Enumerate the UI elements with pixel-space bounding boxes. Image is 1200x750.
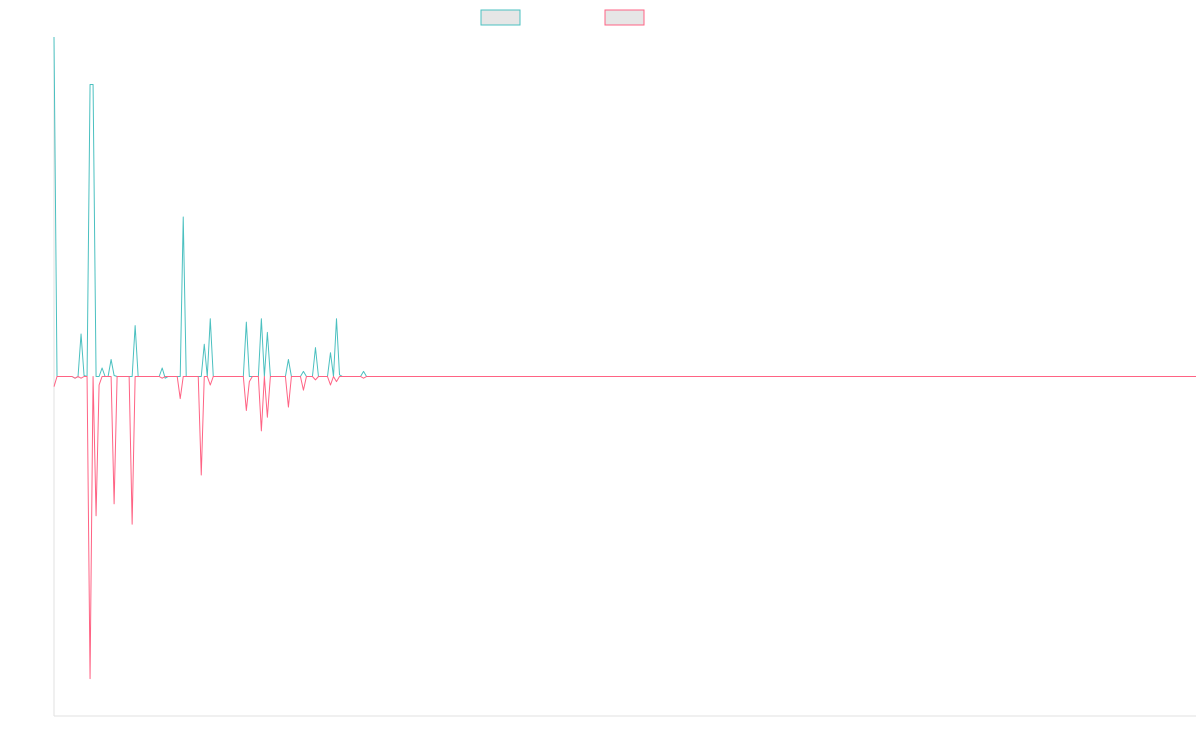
series-line-1[interactable] (53, 36, 1196, 379)
series-line-2[interactable] (53, 376, 1196, 680)
legend (480, 9, 645, 26)
series-layer (53, 36, 1196, 680)
legend-swatch-series-2[interactable] (604, 9, 645, 26)
legend-swatch-series-1[interactable] (480, 9, 521, 26)
